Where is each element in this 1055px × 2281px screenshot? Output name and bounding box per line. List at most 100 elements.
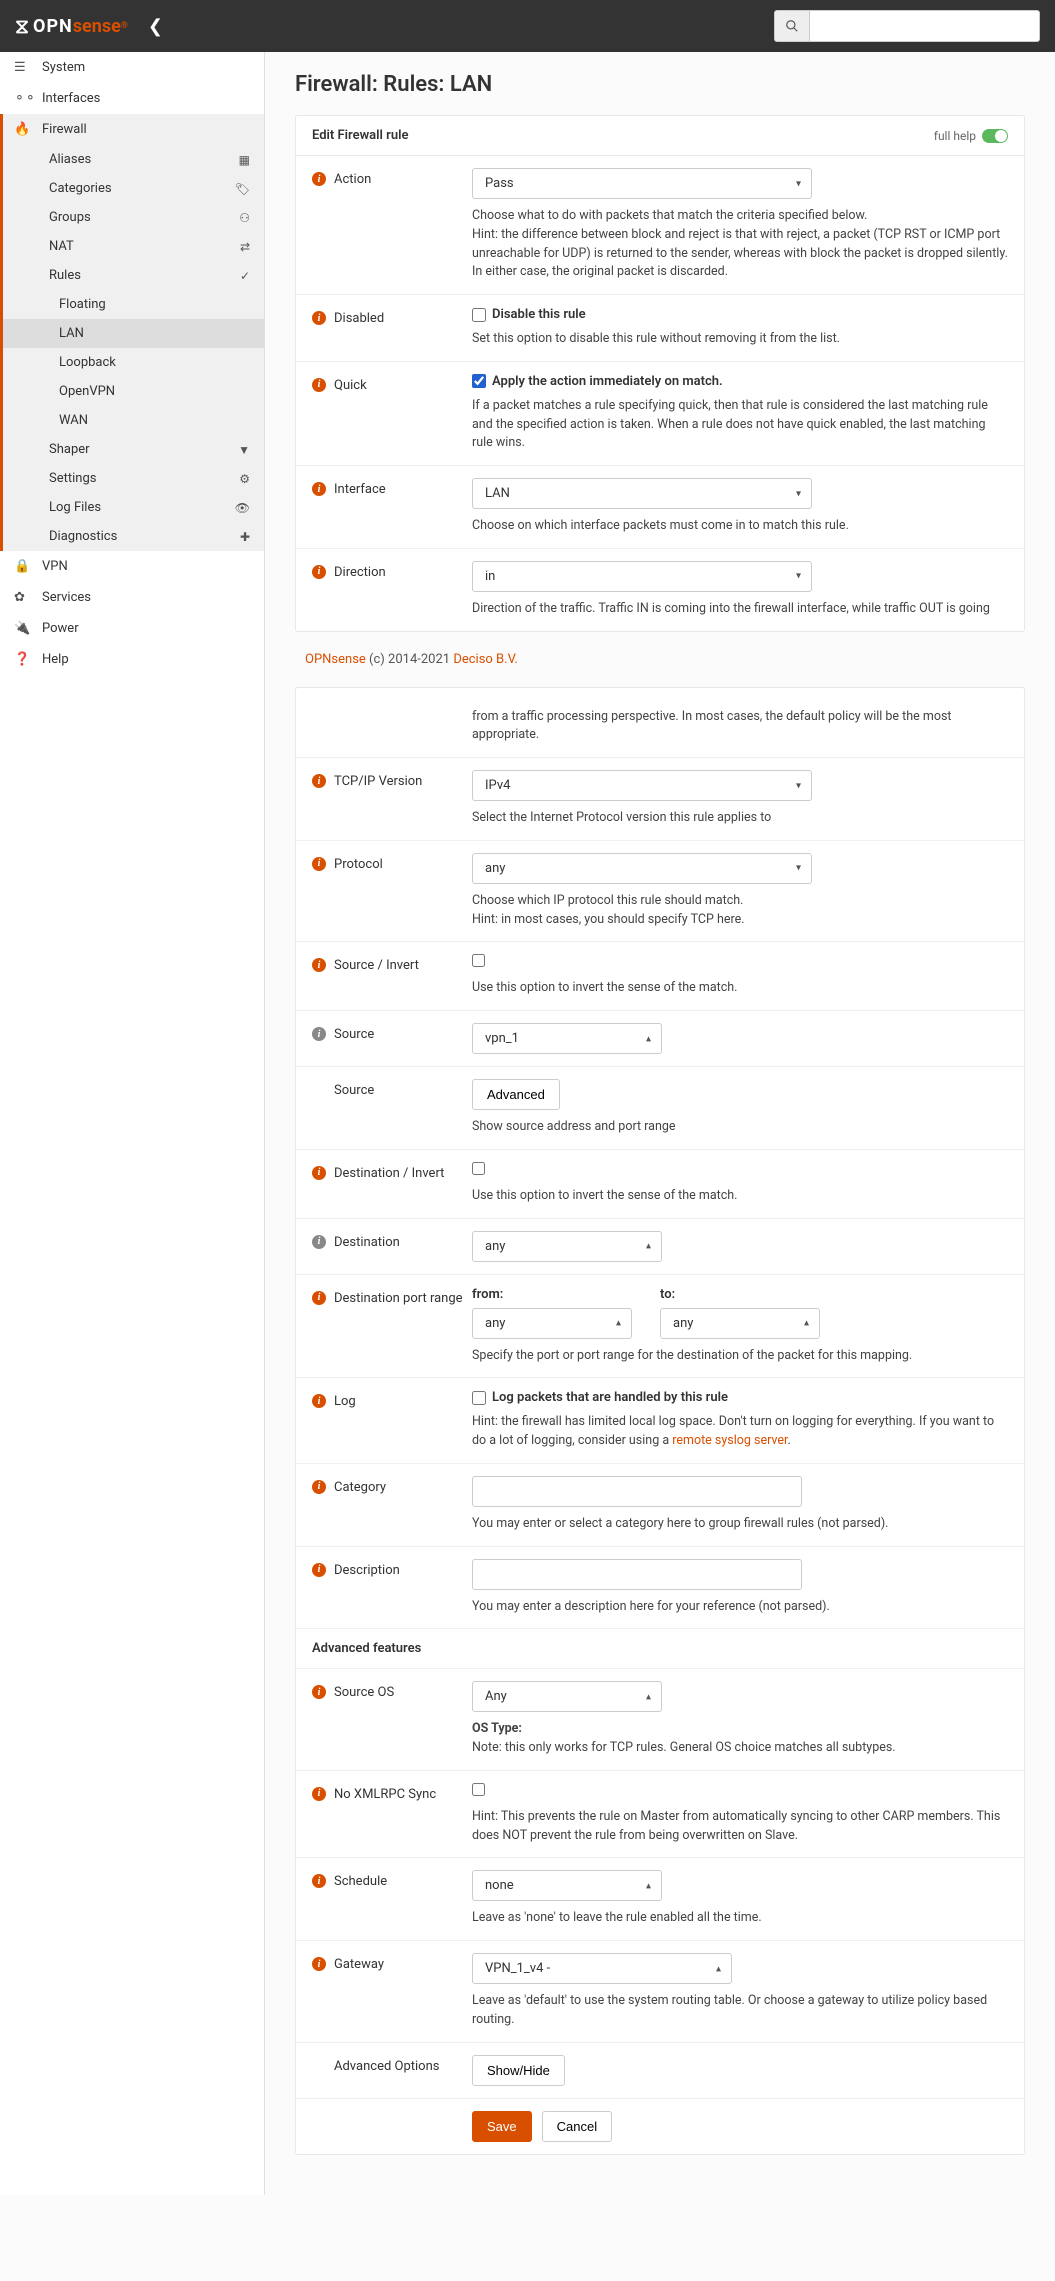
info-icon[interactable]: i [312, 1166, 326, 1180]
nav-settings[interactable]: Settings⚙ [3, 464, 264, 493]
search-icon [785, 19, 799, 33]
category-input[interactable] [472, 1476, 802, 1507]
dstinv-checkbox[interactable] [472, 1162, 485, 1175]
cogs-icon: ⚙ [239, 472, 250, 486]
info-icon[interactable]: i [312, 857, 326, 871]
eye-icon: 👁 [235, 501, 250, 515]
nav-interfaces[interactable]: ⚬⚬Interfaces [0, 83, 264, 114]
nav-groups[interactable]: Groups⚇ [3, 203, 264, 232]
log-checkbox[interactable] [472, 1391, 486, 1405]
logo[interactable]: ⧖ OPNsense® [15, 14, 128, 38]
info-icon[interactable]: i [312, 1957, 326, 1971]
calendar-icon: ▦ [239, 153, 250, 167]
nav-system[interactable]: ☰System [0, 52, 264, 83]
save-button[interactable]: Save [472, 2111, 532, 2142]
search-input[interactable] [810, 10, 1040, 42]
nav-lan[interactable]: LAN [3, 319, 264, 348]
source2-label: Source [334, 1083, 374, 1098]
category-label: Category [334, 1480, 386, 1495]
protocol-help: Choose which IP protocol this rule shoul… [472, 892, 1008, 930]
interface-help: Choose on which interface packets must c… [472, 517, 1008, 536]
srcinv-checkbox[interactable] [472, 954, 485, 967]
logo-icon: ⧖ [15, 14, 29, 38]
disabled-checkbox[interactable] [472, 308, 486, 322]
nav-openvpn[interactable]: OpenVPN [3, 377, 264, 406]
schedule-select[interactable]: none [472, 1870, 662, 1901]
topbar: ⧖ OPNsense® ❮ [0, 0, 1055, 52]
edit-rule-panel-2: from a traffic processing perspective. I… [295, 687, 1025, 2155]
dstport-help: Specify the port or port range for the d… [472, 1347, 1008, 1366]
nav-diagnostics[interactable]: Diagnostics✚ [3, 522, 264, 551]
quick-label: Quick [334, 378, 367, 393]
nav-rules[interactable]: Rules✓ [3, 261, 264, 290]
quick-checkbox[interactable] [472, 374, 486, 388]
tcpip-select[interactable]: IPv4 [472, 770, 812, 801]
info-icon[interactable]: i [312, 1291, 326, 1305]
source-select[interactable]: vpn_1 [472, 1023, 662, 1054]
nav-vpn[interactable]: 🔒VPN [0, 551, 264, 582]
cancel-button[interactable]: Cancel [542, 2111, 612, 2142]
dstinv-label: Destination / Invert [334, 1166, 444, 1181]
gateway-select[interactable]: VPN_1_v4 - [472, 1953, 732, 1984]
info-icon[interactable]: i [312, 172, 326, 186]
noxmlrpc-checkbox[interactable] [472, 1783, 485, 1796]
action-select[interactable]: Pass [472, 168, 812, 199]
info-icon[interactable]: i [312, 311, 326, 325]
dstport-from-select[interactable]: any [472, 1308, 632, 1339]
info-icon[interactable]: i [312, 1787, 326, 1801]
sourceos-select[interactable]: Any [472, 1681, 662, 1712]
nav-categories[interactable]: Categories🏷 [3, 174, 264, 203]
gateway-label: Gateway [334, 1957, 384, 1972]
interface-label: Interface [334, 482, 386, 497]
protocol-select[interactable]: any [472, 853, 812, 884]
sidebar-toggle[interactable]: ❮ [148, 16, 163, 37]
destination-select[interactable]: any [472, 1231, 662, 1262]
filter-icon: ▼ [238, 443, 250, 457]
dstport-to-select[interactable]: any [660, 1308, 820, 1339]
direction-select[interactable]: in [472, 561, 812, 592]
info-icon[interactable]: i [312, 1480, 326, 1494]
destination-label: Destination [334, 1235, 400, 1250]
footer-brand[interactable]: OPNsense [305, 652, 366, 667]
nav-help[interactable]: ❓Help [0, 644, 264, 675]
sitemap-icon: ⚇ [239, 211, 250, 225]
sidebar: ☰System ⚬⚬Interfaces 🔥Firewall Aliases▦ … [0, 52, 265, 2195]
nav-firewall[interactable]: 🔥Firewall [3, 114, 264, 145]
advopts-button[interactable]: Show/Hide [472, 2055, 565, 2086]
gateway-help: Leave as 'default' to use the system rou… [472, 1992, 1008, 2030]
footer-link[interactable]: Deciso B.V. [453, 652, 518, 667]
nav-nat[interactable]: NAT⇄ [3, 232, 264, 261]
nav-services[interactable]: ✿Services [0, 582, 264, 613]
nav-aliases[interactable]: Aliases▦ [3, 145, 264, 174]
full-help-toggle[interactable]: full help [934, 129, 1008, 143]
nav-logfiles[interactable]: Log Files👁 [3, 493, 264, 522]
disabled-check-label: Disable this rule [492, 307, 586, 322]
category-help: You may enter or select a category here … [472, 1515, 1008, 1534]
info-icon[interactable]: i [312, 774, 326, 788]
info-icon[interactable]: i [312, 378, 326, 392]
nav-wan[interactable]: WAN [3, 406, 264, 435]
info-icon[interactable]: i [312, 482, 326, 496]
nav-power[interactable]: 🔌Power [0, 613, 264, 644]
nav-floating[interactable]: Floating [3, 290, 264, 319]
nav-loopback[interactable]: Loopback [3, 348, 264, 377]
direction-label: Direction [334, 565, 386, 580]
interface-select[interactable]: LAN [472, 478, 812, 509]
info-icon[interactable]: i [312, 1394, 326, 1408]
syslog-link[interactable]: remote syslog server [672, 1433, 787, 1448]
info-icon[interactable]: i [312, 1027, 326, 1041]
info-icon[interactable]: i [312, 1874, 326, 1888]
description-input[interactable] [472, 1559, 802, 1590]
schedule-help: Leave as 'none' to leave the rule enable… [472, 1909, 1008, 1928]
direction-help: Direction of the traffic. Traffic IN is … [472, 600, 1008, 619]
info-icon[interactable]: i [312, 1235, 326, 1249]
info-icon[interactable]: i [312, 1685, 326, 1699]
info-icon[interactable]: i [312, 565, 326, 579]
source-advanced-button[interactable]: Advanced [472, 1079, 560, 1110]
vpn-icon: 🔒 [14, 559, 32, 574]
info-icon[interactable]: i [312, 958, 326, 972]
info-icon[interactable]: i [312, 1563, 326, 1577]
nav-shaper[interactable]: Shaper▼ [3, 435, 264, 464]
disabled-help: Set this option to disable this rule wit… [472, 330, 1008, 349]
search-button[interactable] [774, 10, 810, 42]
